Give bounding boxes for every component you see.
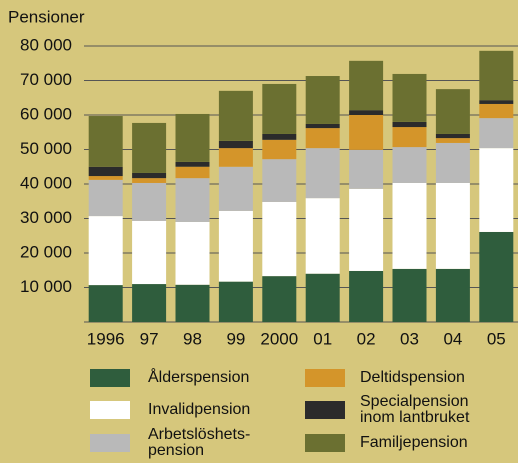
bar-segment	[479, 231, 514, 322]
bar-segment	[435, 138, 470, 143]
legend-swatch	[305, 369, 345, 387]
bar-segment	[305, 128, 340, 149]
bar-segment	[392, 268, 427, 322]
x-tick-label: 97	[140, 329, 159, 348]
bar-segment	[349, 115, 384, 150]
bar-segment	[349, 188, 384, 271]
bar-segment	[479, 100, 514, 104]
bar-segment	[349, 270, 384, 322]
x-tick-label: 1996	[87, 329, 125, 348]
bar-segment	[175, 284, 210, 322]
bar-segment	[305, 198, 340, 274]
bar-segment	[305, 123, 340, 129]
y-tick-label: 70 000	[20, 70, 72, 89]
bar-segment	[392, 147, 427, 183]
bar-segment	[175, 178, 210, 222]
y-tick-label: 80 000	[20, 35, 72, 54]
x-tick-label: 99	[226, 329, 245, 348]
bar-segment	[88, 176, 123, 180]
legend-label: Specialpension inom lantbruket	[360, 393, 470, 426]
bar-segment	[88, 216, 123, 286]
bar-segment	[88, 179, 123, 217]
bar-segment	[435, 268, 470, 322]
legend-label: Invalidpension	[148, 401, 251, 418]
legend-swatch	[305, 401, 345, 419]
legend-label: Familjepension	[360, 434, 468, 451]
bar-segment	[132, 122, 167, 173]
bar-segment	[435, 182, 470, 269]
legend-label: Ålderspension	[148, 369, 250, 386]
x-tick-label: 05	[487, 329, 506, 348]
bar-segment	[218, 210, 253, 282]
bar-segment	[175, 221, 210, 285]
legend-swatch	[90, 434, 130, 452]
bar-segment	[392, 182, 427, 269]
bar-segment	[132, 182, 167, 221]
bar-segment	[218, 281, 253, 322]
legend-label: Arbetslöshets- pension	[148, 426, 251, 459]
bar-segment	[88, 285, 123, 322]
bar-segment	[349, 149, 384, 189]
bar-segment	[349, 60, 384, 111]
bar-segment	[132, 284, 167, 322]
bar-segment	[262, 276, 297, 322]
legend-swatch	[90, 401, 130, 419]
bar-segment	[218, 166, 253, 211]
bar-segment	[218, 148, 253, 167]
y-tick-label: 30 000	[20, 208, 72, 227]
y-tick-label: 20 000	[20, 242, 72, 261]
bar-segment	[305, 148, 340, 199]
x-tick-label: 01	[313, 329, 332, 348]
bar-segment	[305, 273, 340, 322]
x-tick-label: 02	[357, 329, 376, 348]
bar-segment	[349, 110, 384, 115]
legend-swatch	[90, 369, 130, 387]
y-tick-label: 60 000	[20, 104, 72, 123]
x-tick-label: 03	[400, 329, 419, 348]
y-axis-label: Pensioner	[8, 7, 85, 26]
bar-segment	[392, 127, 427, 148]
y-tick-label: 40 000	[20, 173, 72, 192]
bar-segment	[479, 103, 514, 119]
bar-segment	[175, 161, 210, 167]
bar-segment	[435, 142, 470, 183]
bar-segment	[479, 50, 514, 101]
bar-segment	[435, 89, 470, 134]
bar-segment	[392, 73, 427, 122]
bar-segment	[88, 116, 123, 167]
bar-segment	[132, 172, 167, 179]
bar-segment	[305, 76, 340, 124]
bar-segment	[175, 113, 210, 162]
bar-segment	[392, 121, 427, 128]
bar-segment	[262, 139, 297, 160]
bar-segment	[262, 201, 297, 277]
bar-segment	[218, 90, 253, 141]
bar-segment	[175, 166, 210, 179]
bar-segment	[262, 83, 297, 134]
y-tick-label: 50 000	[20, 139, 72, 158]
x-tick-label: 98	[183, 329, 202, 348]
bar-segment	[435, 133, 470, 139]
bar-segment	[218, 140, 253, 149]
bar-segment	[262, 159, 297, 202]
bar-segment	[132, 220, 167, 285]
x-tick-label: 04	[443, 329, 462, 348]
bar-segment	[132, 178, 167, 183]
bar-segment	[262, 133, 297, 140]
bar-segment	[88, 166, 123, 177]
legend-label: Deltidspension	[360, 369, 465, 386]
bar-segment	[479, 148, 514, 232]
legend-swatch	[305, 434, 345, 452]
x-tick-label: 2000	[260, 329, 298, 348]
bar-segment	[479, 118, 514, 149]
y-tick-label: 10 000	[20, 277, 72, 296]
